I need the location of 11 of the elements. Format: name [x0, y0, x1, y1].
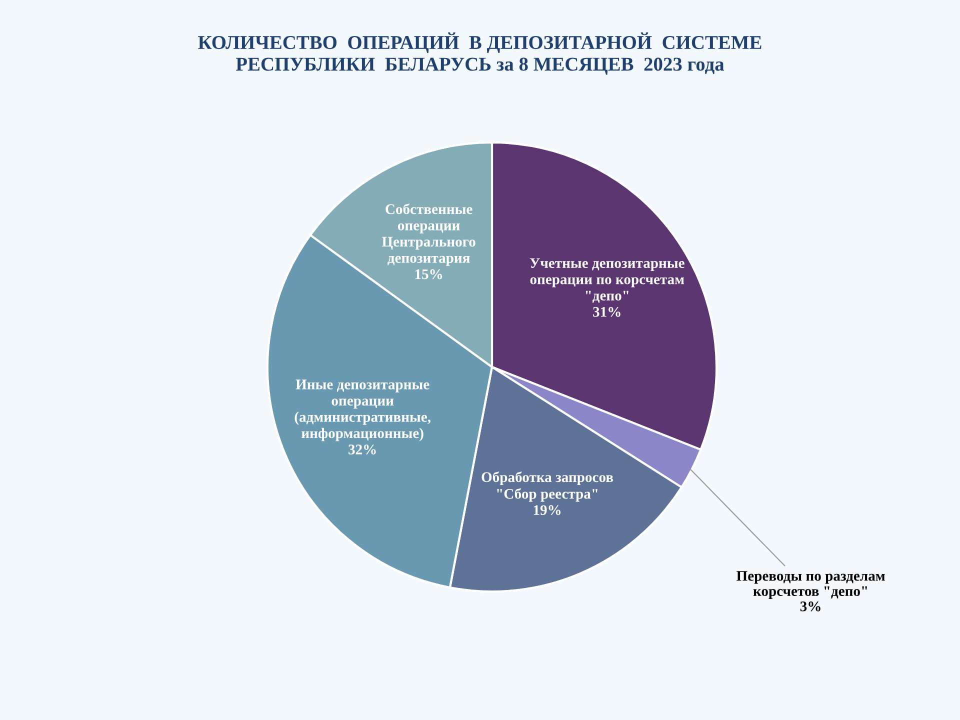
- slice-label: Собственные операции Центрального депозитария: [382, 204, 476, 266]
- data-label: 31%: [593, 306, 620, 317]
- data-label: 32%: [348, 444, 376, 454]
- slice-label: Переводы по разделам корсчетов "депо": [736, 571, 885, 600]
- slice-label: Обработка запросов "Сбор реестра": [482, 472, 614, 502]
- data-label: 3%: [800, 601, 820, 612]
- chart-title: КОЛИЧЕСТВО ОПЕРАЦИЙ В ДЕПОЗИТАРНОЙ СИСТЕМЕ РЕСПУБЛИКИ БЕЛАРУСЬ за 8 МЕСЯЦЕВ 2023 года: [198, 32, 762, 75]
- slice-label: Учетные депозитарные операции по корсчетам "депо": [530, 258, 684, 303]
- data-label: 15%: [415, 269, 442, 280]
- slice-label: Иные депозитарные операции (административные, информационные): [294, 380, 430, 442]
- data-label: 19%: [534, 505, 560, 516]
